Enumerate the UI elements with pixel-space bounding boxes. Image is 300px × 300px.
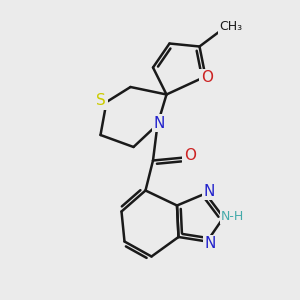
Text: N-H: N-H	[221, 209, 244, 223]
Text: N: N	[153, 116, 165, 130]
Text: S: S	[96, 93, 106, 108]
Text: N: N	[205, 236, 216, 251]
Text: CH₃: CH₃	[219, 20, 243, 34]
Text: N: N	[203, 184, 215, 199]
Text: O: O	[201, 70, 213, 86]
Text: O: O	[184, 148, 196, 164]
